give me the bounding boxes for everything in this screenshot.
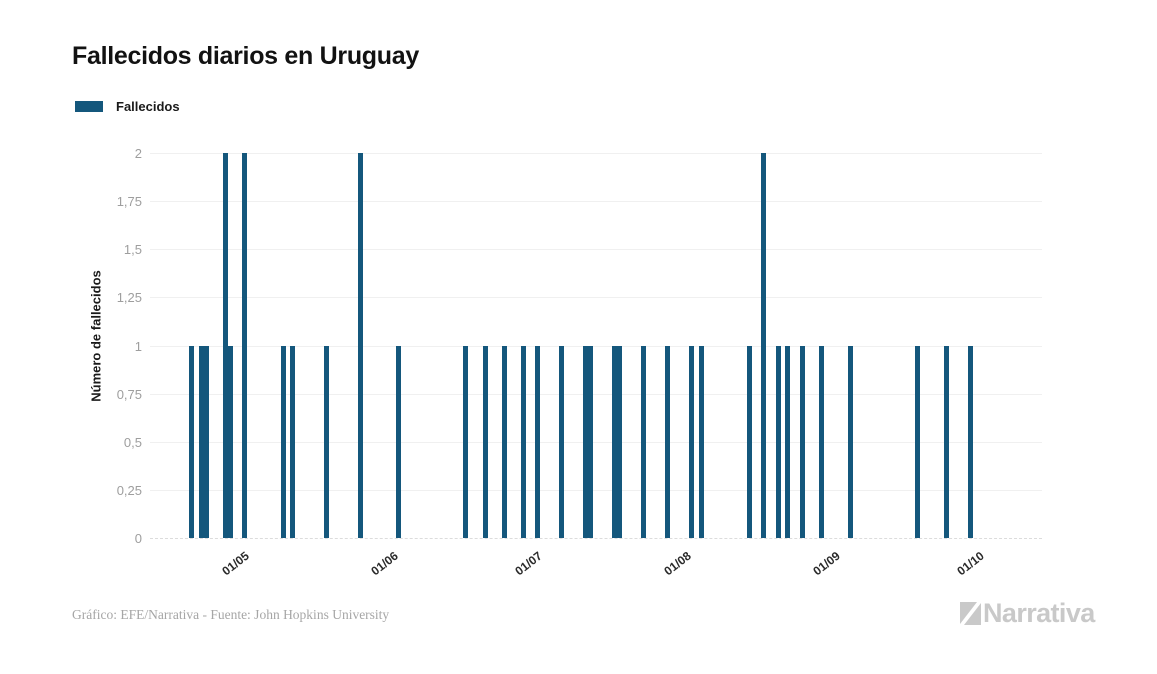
gridline	[150, 393, 1042, 395]
gridline	[150, 489, 1042, 491]
bar[interactable]	[357, 153, 363, 538]
x-tick-label: 01/08	[661, 548, 694, 579]
bar[interactable]	[501, 345, 507, 538]
bar[interactable]	[520, 345, 526, 538]
bar[interactable]	[775, 345, 781, 538]
bar[interactable]	[641, 345, 647, 538]
bar[interactable]	[617, 345, 623, 538]
bar[interactable]	[203, 345, 209, 538]
bar[interactable]	[799, 345, 805, 538]
legend-label: Fallecidos	[116, 99, 180, 114]
y-tick-label: 1,75	[116, 194, 142, 210]
bar[interactable]	[612, 345, 618, 538]
x-tick-label: 01/07	[512, 548, 545, 579]
bar[interactable]	[583, 345, 589, 538]
bar[interactable]	[914, 345, 920, 538]
gridline	[150, 297, 1042, 299]
bar[interactable]	[223, 153, 229, 538]
source-credit: Gráfico: EFE/Narrativa - Fuente: John Ho…	[72, 607, 390, 622]
x-tick-label: 01/06	[368, 548, 401, 579]
bar[interactable]	[463, 345, 469, 538]
y-tick-label: 1	[134, 338, 142, 354]
x-tick-label: 01/09	[810, 548, 843, 579]
y-tick-label: 0,5	[123, 434, 142, 450]
bar[interactable]	[242, 153, 248, 538]
chart-title: Fallecidos diarios en Uruguay	[72, 42, 419, 70]
bar[interactable]	[323, 345, 329, 538]
narrativa-n-icon	[960, 601, 981, 625]
y-tick-label: 1,5	[123, 242, 142, 258]
gridline	[150, 345, 1042, 347]
legend-swatch-icon	[75, 101, 103, 112]
x-tick-label: 01/05	[219, 548, 252, 579]
gridline	[150, 249, 1042, 251]
bar[interactable]	[761, 153, 767, 538]
gridline	[150, 153, 1042, 154]
bar[interactable]	[588, 345, 594, 538]
y-tick-label: 0,75	[116, 386, 142, 402]
y-tick-label: 1,25	[116, 290, 142, 306]
bar[interactable]	[698, 345, 704, 538]
gridline	[150, 441, 1042, 443]
bar[interactable]	[199, 345, 205, 538]
bar[interactable]	[943, 345, 949, 538]
narrativa-logo-text: Narrativa	[983, 598, 1095, 628]
axis-baseline	[150, 538, 1042, 539]
bar[interactable]	[818, 345, 824, 538]
bar[interactable]	[535, 345, 541, 538]
bar[interactable]	[189, 345, 195, 538]
narrativa-logo: Narrativa	[958, 598, 1095, 628]
y-tick-label: 0	[134, 531, 142, 546]
bar[interactable]	[967, 345, 973, 538]
legend-item-fallecidos[interactable]: Fallecidos	[75, 99, 180, 114]
bar[interactable]	[746, 345, 752, 538]
x-tick-label: 01/10	[954, 548, 987, 579]
bar[interactable]	[227, 345, 233, 538]
bar[interactable]	[785, 345, 791, 538]
gridline	[150, 201, 1042, 203]
bar[interactable]	[559, 345, 565, 538]
bar[interactable]	[396, 345, 402, 538]
bar[interactable]	[290, 345, 296, 538]
bar[interactable]	[482, 345, 488, 538]
y-tick-label: 2	[134, 146, 142, 161]
bar[interactable]	[280, 345, 286, 538]
bar[interactable]	[689, 345, 695, 538]
y-tick-label: 0,25	[116, 482, 142, 498]
bar[interactable]	[665, 345, 671, 538]
bar[interactable]	[847, 345, 853, 538]
